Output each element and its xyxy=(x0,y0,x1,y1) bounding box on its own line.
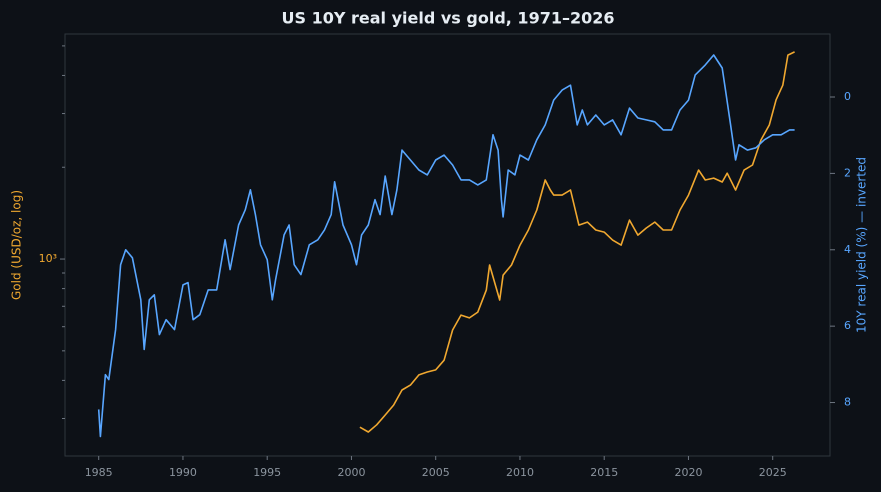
y2-tick-label: 4 xyxy=(844,243,851,256)
chart-title: US 10Y real yield vs gold, 1971–2026 xyxy=(282,9,615,28)
x-tick-label: 2020 xyxy=(674,466,702,479)
y2-axis-label: 10Y real yield (%) — inverted xyxy=(855,157,869,333)
x-tick-label: 2005 xyxy=(422,466,450,479)
x-tick-label: 1985 xyxy=(85,466,113,479)
y2-tick-label: 0 xyxy=(844,90,851,103)
x-tick-label: 1990 xyxy=(169,466,197,479)
y-axis-label: Gold (USD/oz, log) xyxy=(10,190,24,300)
line-series xyxy=(359,51,795,433)
y2-tick-label: 8 xyxy=(844,396,851,409)
x-tick-label: 2015 xyxy=(590,466,618,479)
x-tick-label: 2000 xyxy=(337,466,365,479)
line-series xyxy=(97,54,795,438)
plot-frame xyxy=(64,33,831,457)
y2-tick-label: 2 xyxy=(844,166,851,179)
y-tick-label: 10³ xyxy=(39,252,57,265)
x-tick-label: 1995 xyxy=(253,466,281,479)
x-tick-label: 2010 xyxy=(506,466,534,479)
y2-tick-label: 6 xyxy=(844,319,851,332)
x-tick-label: 2025 xyxy=(759,466,787,479)
